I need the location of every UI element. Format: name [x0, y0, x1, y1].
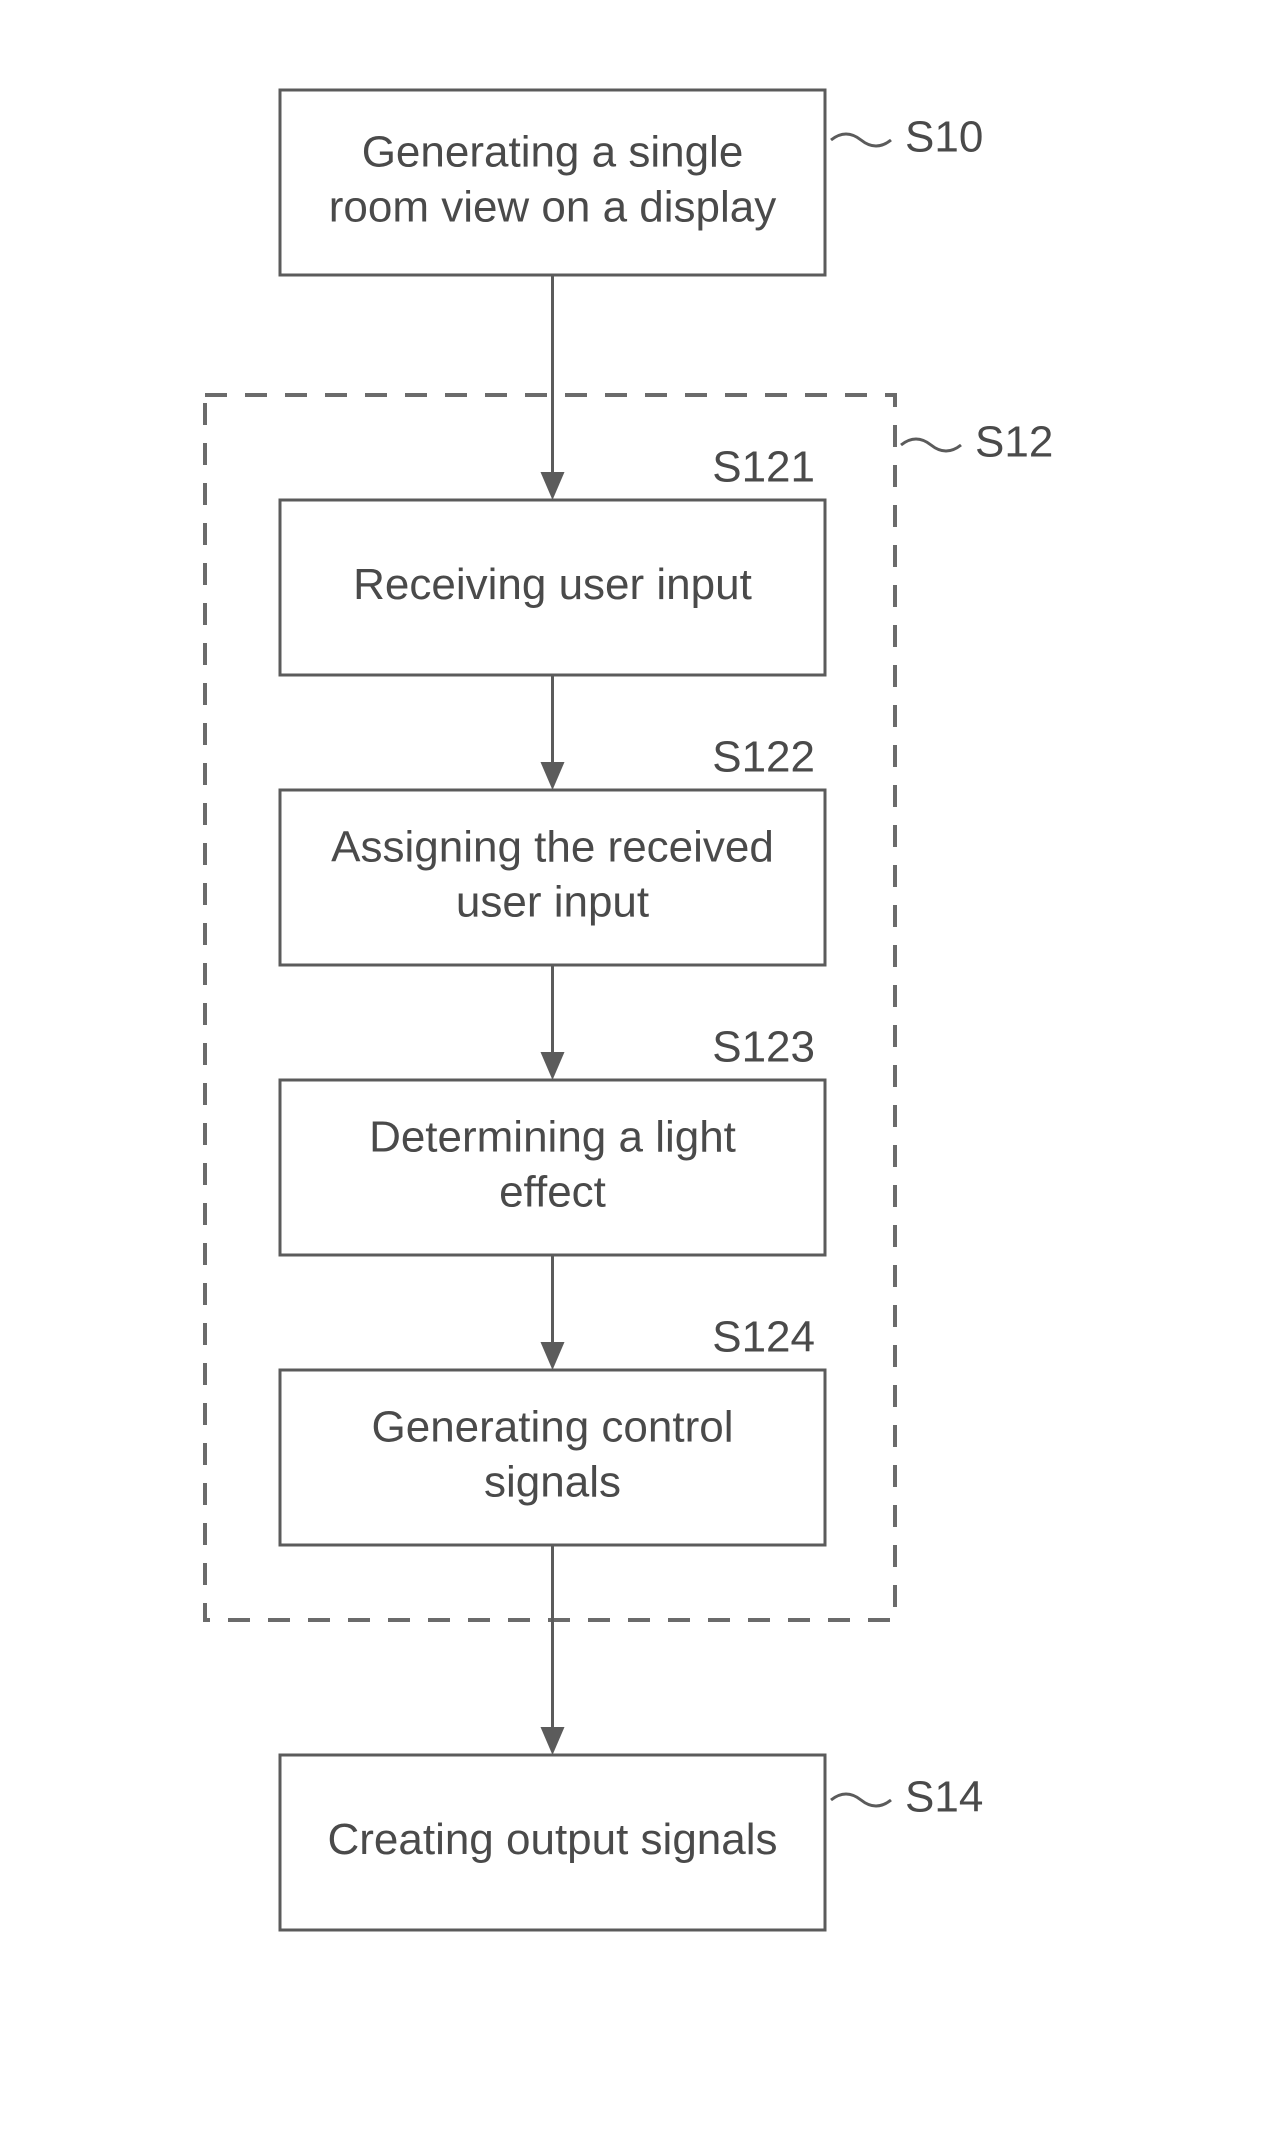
step-text-s10: room view on a display — [329, 183, 777, 232]
arrowhead-s123 — [541, 1052, 565, 1080]
connector-tilde — [901, 439, 961, 451]
step-text-s123: effect — [499, 1168, 606, 1217]
arrowhead-s122 — [541, 762, 565, 790]
connector-tilde — [831, 134, 891, 146]
group-label-s12: S12 — [975, 418, 1053, 467]
step-text-s10: Generating a single — [362, 128, 744, 177]
arrowhead-s14 — [541, 1727, 565, 1755]
step-text-s14: Creating output signals — [327, 1815, 777, 1864]
step-label-s10: S10 — [905, 113, 983, 162]
step-label-s14: S14 — [905, 1773, 983, 1822]
step-text-s122: user input — [456, 878, 649, 927]
step-label-s121: S121 — [712, 443, 815, 492]
step-label-s123: S123 — [712, 1023, 815, 1072]
step-text-s122: Assigning the received — [331, 823, 774, 872]
arrowhead-s121 — [541, 472, 565, 500]
flowchart-svg: Generating a single room view on a displa… — [0, 0, 1275, 2134]
step-text-s124: signals — [484, 1458, 621, 1507]
arrowhead-s124 — [541, 1342, 565, 1370]
connector-tilde — [831, 1794, 891, 1806]
step-text-s121: Receiving user input — [353, 560, 752, 609]
step-label-s122: S122 — [712, 733, 815, 782]
step-text-s123: Determining a light — [369, 1113, 736, 1162]
step-label-s124: S124 — [712, 1313, 815, 1362]
step-text-s124: Generating control — [372, 1403, 734, 1452]
